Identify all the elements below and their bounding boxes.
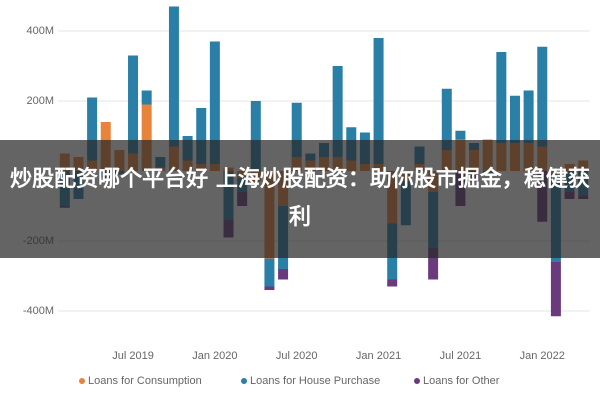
- overlay-text: 炒股配资哪个平台好 上海炒股配资：助你股市掘金，稳健获利: [10, 161, 590, 237]
- overlay-line: 金，稳健获利: [288, 167, 590, 230]
- bar-segment: [264, 286, 275, 290]
- bar-segment: [141, 104, 152, 171]
- x-tick-label: Jul 2019: [112, 350, 154, 362]
- bar-segment: [168, 6, 179, 147]
- bar-segment: [196, 108, 207, 164]
- bar-segment: [128, 55, 139, 154]
- bar-segment: [332, 66, 343, 157]
- x-tick-label: Jan 2020: [192, 350, 237, 362]
- bar-segment: [496, 52, 507, 143]
- y-tick-label: 200M: [26, 95, 54, 107]
- bar-segment: [441, 88, 452, 150]
- x-tick-label: Jan 2022: [520, 350, 565, 362]
- legend-marker: [241, 378, 247, 384]
- bar-segment: [428, 248, 439, 280]
- bar-segment: [141, 90, 152, 105]
- y-tick-label: -400M: [23, 305, 54, 317]
- overlay-line: 炒股配资哪个平台好 上海炒股配资：助你股市掘: [10, 167, 480, 192]
- legend-marker: [79, 378, 85, 384]
- bar-segment: [278, 269, 289, 280]
- x-tick-label: Jul 2020: [276, 350, 318, 362]
- bar-segment: [537, 46, 548, 147]
- x-tick-label: Jan 2021: [356, 350, 401, 362]
- overlay-banner: 炒股配资哪个平台好 上海炒股配资：助你股市掘金，稳健获利: [0, 140, 600, 258]
- legend-label: Loans for House Purchase: [250, 375, 380, 387]
- bar-segment: [550, 262, 561, 317]
- bar-segment: [373, 38, 384, 164]
- legend-label: Loans for Other: [423, 375, 500, 387]
- bar-segment: [209, 41, 220, 164]
- legend-marker: [414, 378, 420, 384]
- bar-segment: [523, 90, 534, 143]
- bar-segment: [250, 101, 261, 171]
- bar-segment: [455, 130, 466, 140]
- x-tick-label: Jul 2021: [440, 350, 482, 362]
- bar-segment: [291, 102, 302, 157]
- y-tick-label: 400M: [26, 25, 54, 37]
- bar-segment: [509, 95, 520, 143]
- legend-label: Loans for Consumption: [88, 375, 202, 387]
- bar-segment: [387, 279, 398, 287]
- bar-segment: [264, 258, 275, 287]
- bar-segment: [87, 97, 98, 161]
